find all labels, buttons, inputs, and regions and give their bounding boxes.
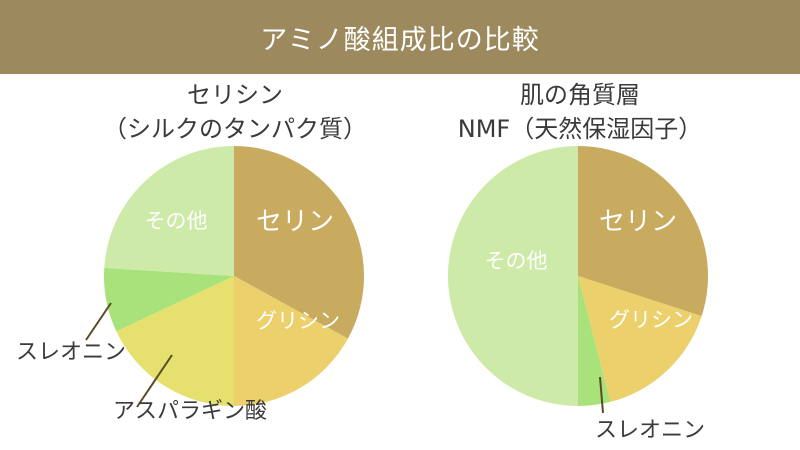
pie-slice xyxy=(116,276,234,406)
slice-label: その他 xyxy=(145,209,208,233)
slice-label: セリン xyxy=(599,207,677,237)
slice-label: グリシン xyxy=(609,308,693,332)
slice-label: スレオニン xyxy=(16,340,126,365)
chart-title-line: NMF（天然保湿因子） xyxy=(457,115,703,143)
pie-slice xyxy=(104,146,234,276)
chart-title-line: 肌の角質層 xyxy=(520,81,640,109)
pie-slice xyxy=(578,276,702,402)
leader-line xyxy=(599,376,604,414)
header-bar: アミノ酸組成比の比較 xyxy=(0,0,800,74)
chart-title-line: （シルクのタンパク質） xyxy=(103,115,367,143)
chart-title-line: セリシン xyxy=(187,81,283,109)
chart-title-sericin: セリシン （シルクのタンパク質） xyxy=(40,78,430,146)
pie-slice xyxy=(234,276,348,406)
pie-slice xyxy=(234,146,365,339)
leader-line xyxy=(136,354,173,408)
chart-title-nmf: 肌の角質層 NMF（天然保湿因子） xyxy=(400,78,760,146)
pie-slice xyxy=(103,267,234,332)
pie-slice xyxy=(448,146,578,406)
pie-slice xyxy=(578,276,611,406)
slice-label: セリン xyxy=(256,207,334,237)
pie-slice xyxy=(578,146,708,317)
slice-label: アスパラギン酸 xyxy=(113,399,267,424)
slice-label: その他 xyxy=(485,249,548,273)
slice-label: スレオニン xyxy=(595,418,705,443)
page-title: アミノ酸組成比の比較 xyxy=(260,24,540,56)
slice-label: グリシン xyxy=(256,309,340,333)
leader-line xyxy=(85,302,112,341)
